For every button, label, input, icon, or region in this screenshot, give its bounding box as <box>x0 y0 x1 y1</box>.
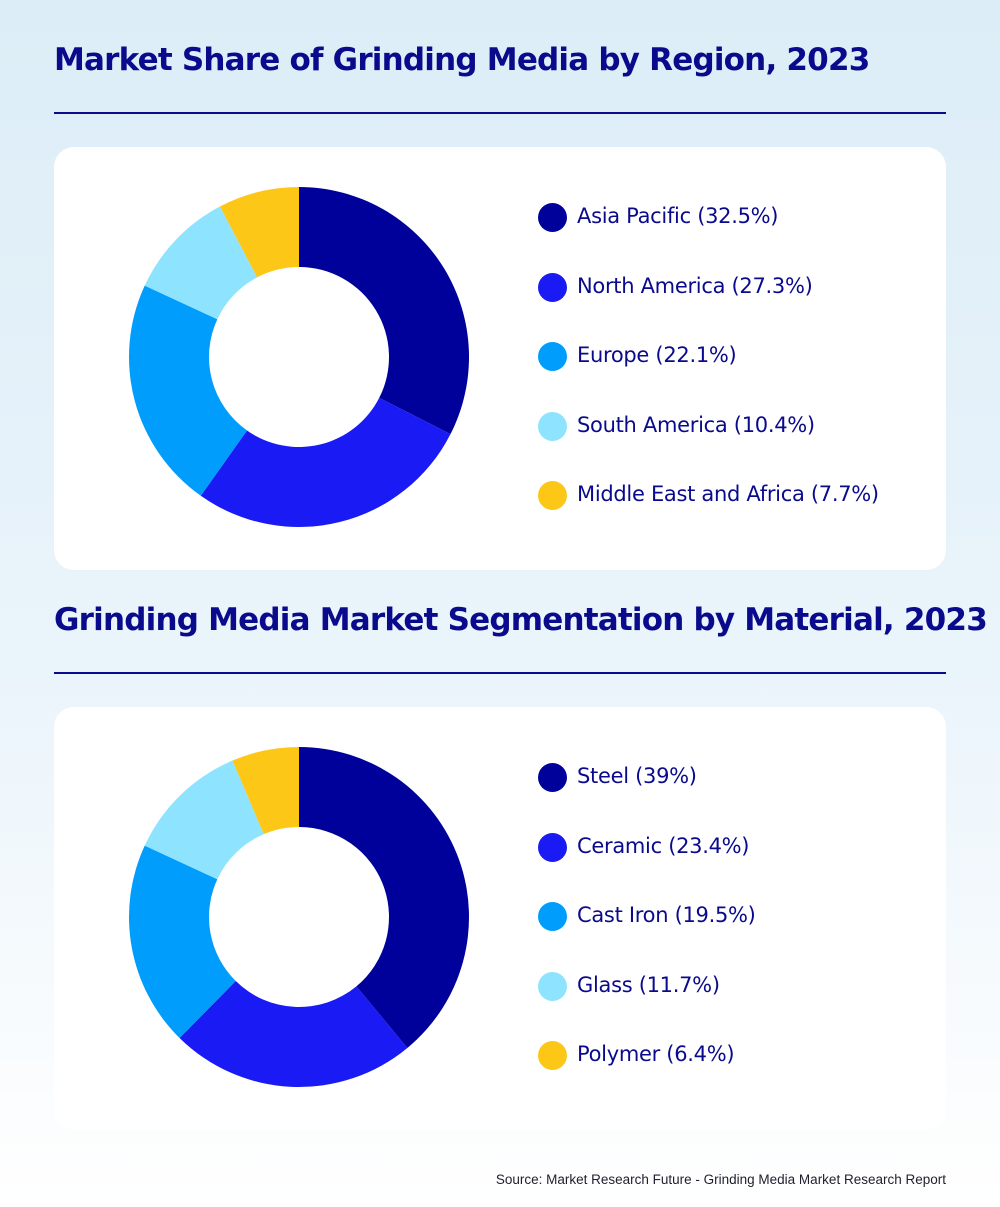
legend-swatch <box>538 342 567 371</box>
legend-swatch <box>538 763 567 792</box>
legend-swatch <box>538 971 567 1001</box>
legend-swatch <box>538 272 567 302</box>
legend-label: Polymer (6.4%) <box>577 1042 735 1066</box>
chart-title-material: Grinding Media Market Segmentation by Ma… <box>54 602 988 638</box>
region-donut-chart <box>128 187 469 527</box>
material-chart-card: Steel (39%) Ceramic (23.4%) Cast Iron (19.… <box>54 707 946 1130</box>
legend-swatch <box>538 411 567 441</box>
title-divider <box>54 672 946 674</box>
chart-title-region: Market Share of Grinding Media by Region… <box>54 42 870 78</box>
legend-label: Cast Iron (19.5%) <box>577 903 756 927</box>
donut-slice-polymer <box>232 747 299 835</box>
donut-slice-middle-east-and-africa <box>219 187 299 278</box>
legend-label: Ceramic (23.4%) <box>577 833 750 858</box>
legend-label: Europe (22.1%) <box>577 343 737 367</box>
donut-slice-glass <box>144 760 264 880</box>
legend-swatch <box>538 902 567 931</box>
donut-slice-cast-iron <box>129 845 236 1038</box>
material-donut-chart <box>129 747 470 1087</box>
source-note: Source: Market Research Future - Grindin… <box>495 1172 946 1187</box>
legend-swatch <box>538 481 567 510</box>
legend-label: Glass (11.7%) <box>577 972 720 997</box>
donut-slice-europe <box>128 285 248 496</box>
legend-label: North America (27.3%) <box>577 273 813 298</box>
donut-slice-ceramic <box>179 981 408 1087</box>
title-divider <box>54 112 946 114</box>
donut-slice-south-america <box>144 206 258 320</box>
donut-slice-asia-pacific <box>299 187 469 435</box>
legend-swatch <box>538 203 567 232</box>
legend-label: Steel (39%) <box>577 764 697 788</box>
legend-swatch <box>538 1041 567 1070</box>
legend-label: Middle East and Africa (7.7%) <box>577 482 879 506</box>
region-chart-card: Asia Pacific (32.5%) North America (27.3%… <box>54 147 946 570</box>
donut-slice-north-america <box>200 397 451 527</box>
legend-label: South America (10.4%) <box>577 412 815 437</box>
legend-swatch <box>538 832 567 862</box>
legend-label: Asia Pacific (32.5%) <box>577 204 779 228</box>
donut-slice-steel <box>299 747 470 1048</box>
